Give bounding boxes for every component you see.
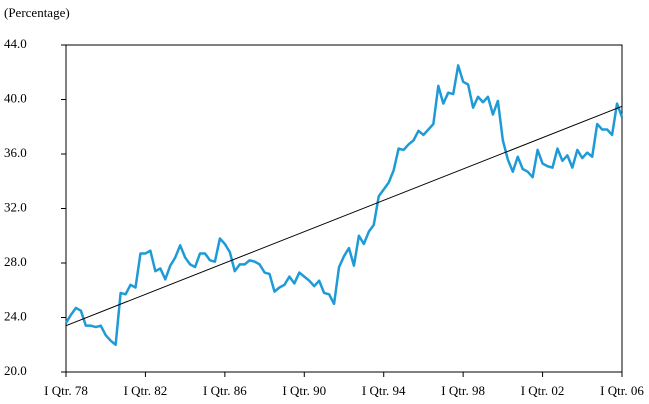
x-tick-label: I Qtr. 90 [282, 383, 326, 398]
x-tick-label: I Qtr. 06 [600, 383, 644, 398]
y-tick-label: 28.0 [4, 254, 27, 269]
y-tick-label: 24.0 [4, 308, 27, 323]
x-tick-label: I Qtr. 98 [441, 383, 485, 398]
y-tick-label: 44.0 [4, 36, 27, 51]
y-axis-label: (Percentage) [4, 5, 70, 20]
trend-line [65, 105, 623, 327]
y-tick-label: 36.0 [4, 145, 27, 160]
x-tick-label: I Qtr. 78 [44, 383, 88, 398]
y-tick-label: 32.0 [4, 199, 27, 214]
x-tick-label: I Qtr. 02 [521, 383, 565, 398]
x-tick-label: I Qtr. 82 [124, 383, 168, 398]
plot-frame [65, 44, 623, 373]
y-tick-label: 20.0 [4, 363, 27, 378]
y-tick-label: 40.0 [4, 90, 27, 105]
x-tick-label: I Qtr. 94 [362, 383, 406, 398]
data-line [64, 64, 624, 346]
x-tick-label: I Qtr. 86 [203, 383, 247, 398]
